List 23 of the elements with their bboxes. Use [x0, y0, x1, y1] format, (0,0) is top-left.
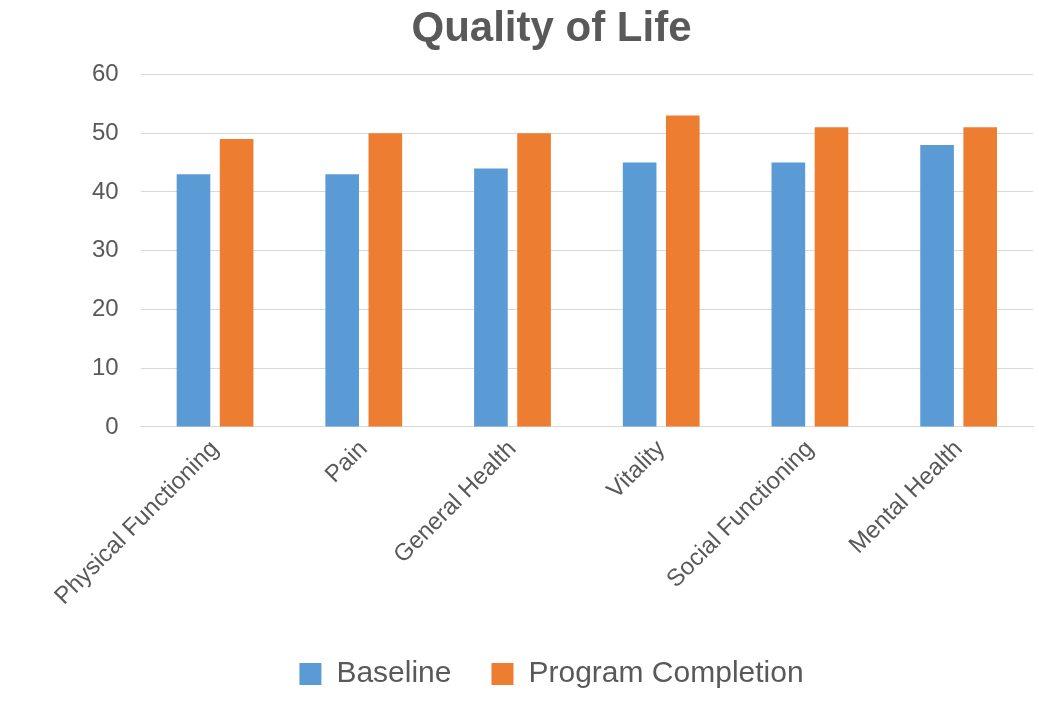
y-tick-label: 10 — [91, 352, 119, 380]
x-tick-label: Pain — [318, 434, 372, 488]
y-tick-label: 30 — [91, 235, 119, 263]
bar — [920, 144, 954, 427]
y-tick-label: 0 — [105, 411, 119, 439]
bar — [219, 139, 254, 427]
y-tick-label: 40 — [91, 176, 119, 204]
legend-label: Baseline — [336, 655, 452, 689]
y-tick-label: 60 — [91, 59, 119, 87]
y-tick-label: 20 — [91, 294, 119, 322]
bar — [665, 115, 700, 427]
y-tick-label: 50 — [91, 117, 119, 145]
bar — [771, 162, 806, 427]
bar — [474, 168, 508, 427]
bar — [368, 133, 403, 427]
bar — [963, 127, 998, 427]
bar — [325, 174, 360, 427]
chart-title: Quality of Life — [411, 2, 692, 50]
bar — [814, 127, 849, 427]
bar — [517, 133, 551, 427]
bar — [176, 174, 211, 427]
legend-label: Program Completion — [528, 655, 804, 689]
bar — [622, 162, 657, 427]
